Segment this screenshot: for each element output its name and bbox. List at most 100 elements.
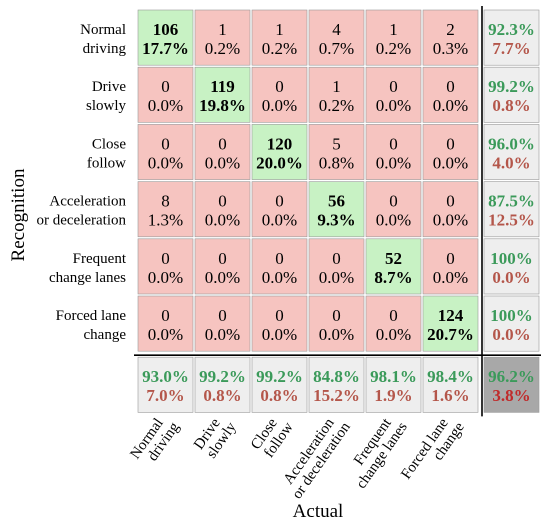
matrix-cell-correct <box>308 181 365 238</box>
matrix-cell-error <box>422 124 479 180</box>
column-summary-cell <box>194 356 251 413</box>
matrix-cell-error <box>365 181 422 238</box>
matrix-cell-error <box>365 66 422 123</box>
row-label: Close <box>92 136 127 152</box>
cell-percent: 0.0% <box>262 268 297 287</box>
row-summary-cell <box>483 295 540 352</box>
matrix-cell-error <box>194 238 251 295</box>
matrix-cell-error <box>137 295 194 352</box>
cell-percent: 0.0% <box>262 211 297 230</box>
row-summary-good: 87.5% <box>488 192 535 211</box>
column-summary-good: 84.8% <box>313 367 360 386</box>
cell-percent: 0.0% <box>319 268 354 287</box>
column-summary-cell <box>137 356 194 413</box>
cell-count: 0 <box>446 249 455 268</box>
row-summary-bad: 0.0% <box>492 268 530 287</box>
row-label: change lanes <box>49 270 126 286</box>
cell-count: 0 <box>161 77 170 96</box>
row-label: follow <box>87 155 126 171</box>
matrix-cell-correct <box>137 9 194 66</box>
matrix-cell-error <box>365 9 422 66</box>
matrix-cell-correct <box>251 124 308 180</box>
column-summary-good: 93.0% <box>142 367 189 386</box>
matrix-cell-error <box>137 238 194 295</box>
cell-count: 1 <box>332 77 341 96</box>
row-summary-cell <box>483 66 540 123</box>
cell-count: 0 <box>218 249 227 268</box>
matrix-cell-error <box>308 9 365 66</box>
cell-percent: 0.2% <box>319 96 354 115</box>
cell-count: 0 <box>332 249 341 268</box>
column-summary-bad: 0.8% <box>260 386 298 405</box>
row-summary-cell <box>483 9 540 66</box>
row-label: Normal <box>80 22 126 38</box>
overall-accuracy-cell <box>483 356 540 413</box>
column-summary-bad: 1.9% <box>374 386 412 405</box>
cell-percent: 0.3% <box>433 39 468 58</box>
cell-count: 0 <box>218 306 227 325</box>
matrix-cell-error <box>137 181 194 238</box>
row-label: Frequent <box>73 251 127 267</box>
row-summary-good: 100% <box>490 306 533 325</box>
cell-percent: 0.0% <box>319 325 354 344</box>
cell-percent: 0.0% <box>148 153 183 172</box>
matrix-cell-error <box>422 9 479 66</box>
row-summary-cell <box>483 238 540 295</box>
cell-count: 56 <box>328 192 345 211</box>
matrix-cell-correct <box>194 66 251 123</box>
cell-count: 120 <box>267 134 293 153</box>
cell-percent: 0.0% <box>376 325 411 344</box>
matrix-cell-error <box>137 124 194 180</box>
column-summary-cell <box>365 356 422 413</box>
matrix-cell-error <box>251 66 308 123</box>
cell-count: 0 <box>275 249 284 268</box>
cell-percent: 0.0% <box>262 96 297 115</box>
row-summary-bad: 7.7% <box>492 39 530 58</box>
matrix-cell-error <box>422 66 479 123</box>
cell-count: 0 <box>275 77 284 96</box>
matrix-cell-error <box>194 181 251 238</box>
matrix-cell-error <box>422 238 479 295</box>
row-summary-bad: 4.0% <box>492 153 530 172</box>
cell-percent: 0.0% <box>433 96 468 115</box>
matrix-cell-error <box>365 295 422 352</box>
cell-count: 0 <box>218 192 227 211</box>
cell-count: 0 <box>389 77 398 96</box>
row-label: Acceleration <box>49 194 126 210</box>
cell-count: 0 <box>218 134 227 153</box>
cell-percent: 0.0% <box>376 153 411 172</box>
matrix-cell-error <box>251 295 308 352</box>
cell-count: 0 <box>161 306 170 325</box>
cell-count: 0 <box>389 192 398 211</box>
cell-percent: 20.0% <box>256 153 303 172</box>
column-summary-cell <box>422 356 479 413</box>
cell-percent: 0.0% <box>205 325 240 344</box>
column-summary-bad: 0.8% <box>203 386 241 405</box>
cell-count: 0 <box>275 306 284 325</box>
cell-percent: 0.0% <box>262 325 297 344</box>
cell-percent: 0.0% <box>376 96 411 115</box>
cell-percent: 17.7% <box>142 39 189 58</box>
cell-count: 2 <box>446 20 455 39</box>
overall-accuracy: 96.2% <box>488 367 535 386</box>
cell-count: 0 <box>332 306 341 325</box>
cell-count: 0 <box>389 306 398 325</box>
column-summary-bad: 7.0% <box>146 386 184 405</box>
row-summary-good: 96.0% <box>488 134 535 153</box>
matrix-cell-error <box>194 295 251 352</box>
cell-percent: 0.0% <box>205 153 240 172</box>
cell-percent: 0.0% <box>205 211 240 230</box>
matrix-cells: 10617.7%10.2%10.2%40.7%10.2%20.3%00.0%11… <box>134 6 541 417</box>
cell-count: 0 <box>161 249 170 268</box>
row-label: driving <box>83 41 127 57</box>
cell-count: 0 <box>161 134 170 153</box>
row-label: or deceleration <box>36 213 126 229</box>
cell-percent: 0.0% <box>148 268 183 287</box>
row-labels: Normal driving Drive slowly Close follow Accel… <box>36 22 126 343</box>
cell-count: 5 <box>332 134 341 153</box>
cell-percent: 1.3% <box>148 211 183 230</box>
cell-percent: 0.7% <box>319 39 354 58</box>
matrix-cell-error <box>365 124 422 180</box>
x-axis-label: Actual <box>293 501 344 522</box>
